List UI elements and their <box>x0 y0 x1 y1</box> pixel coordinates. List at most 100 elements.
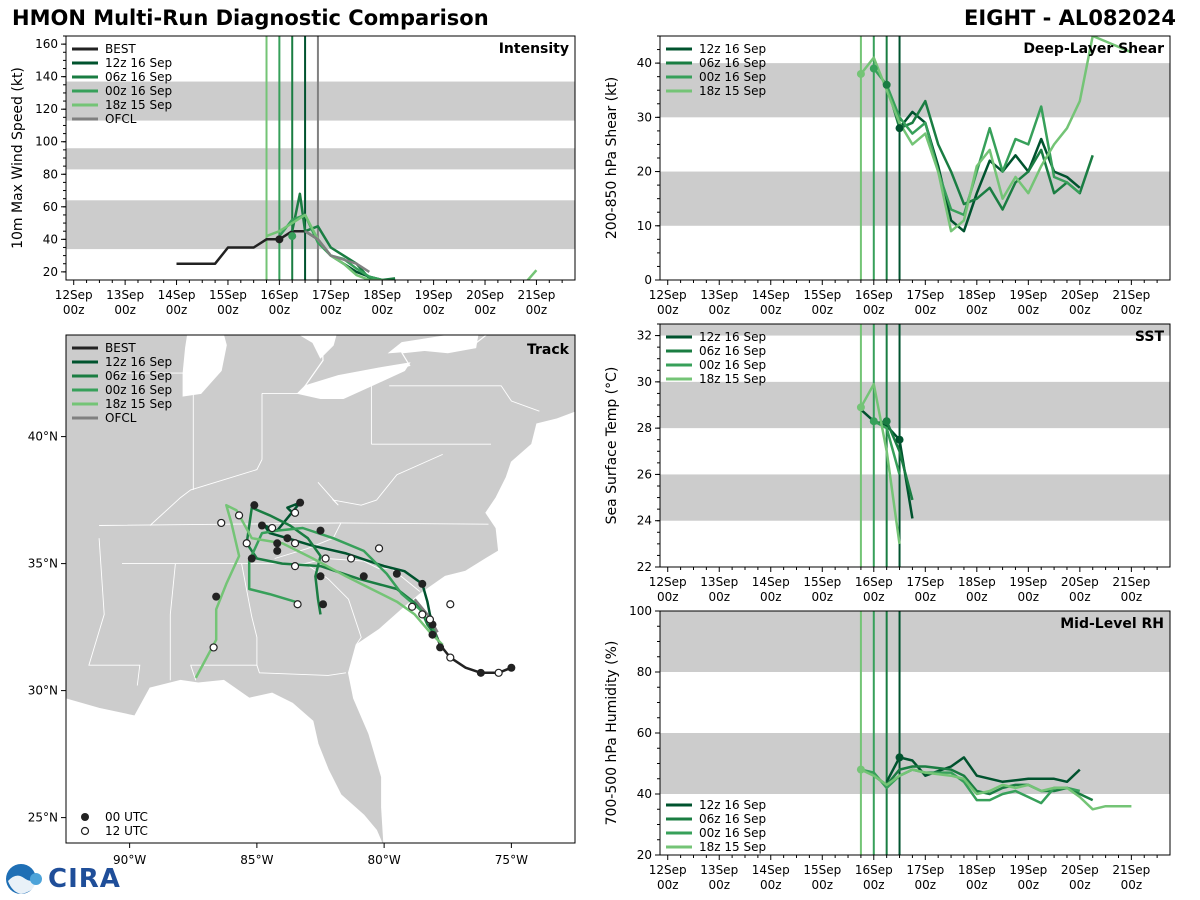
intensity-xtick-day-label: 12Sep <box>55 288 93 302</box>
track-point-12utc <box>217 518 226 528</box>
track-point-12utc <box>346 554 356 563</box>
shear-marker-3 <box>895 124 904 133</box>
track-point-00utc <box>436 643 445 652</box>
sst-xtick-day-label: 17Sep <box>906 575 944 589</box>
rh-marker-0 <box>856 765 865 774</box>
rh-xtick-hour-label: 00z <box>1069 878 1091 892</box>
shear-xtick-day-label: 13Sep <box>700 288 738 302</box>
intensity-marker-1 <box>288 232 297 241</box>
intensity-xtick-hour-label: 00z <box>114 303 136 317</box>
rh-ytick-label: 40 <box>637 787 652 801</box>
state-border-17 <box>114 372 194 394</box>
rh-xtick-day-label: 16Sep <box>855 863 893 877</box>
sst-xtick-hour-label: 00z <box>966 590 988 604</box>
rh-chart: 2040608010012Sep00z13Sep00z14Sep00z15Sep… <box>604 604 1171 892</box>
shear-xtick-day-label: 16Sep <box>855 288 893 302</box>
shear-xtick-day-label: 21Sep <box>1112 288 1150 302</box>
track-point-12utc <box>425 615 435 624</box>
rh-series-18z-15-Sep <box>860 768 1132 811</box>
intensity-xtick-day-label: 21Sep <box>517 288 555 302</box>
track-chart: 90°W 85°W 80°W 75°W 25°N 30°N 35°N 40°N Track BES… <box>28 334 576 867</box>
rh-xtick-day-label: 12Sep <box>649 863 687 877</box>
intensity-legend-label: 18z 15 Sep <box>105 98 172 112</box>
sst-xtick-day-label: 14Sep <box>752 575 790 589</box>
canada-border <box>303 335 488 387</box>
track-xtick-label: 75°W <box>495 853 528 867</box>
shear-xtick-day-label: 20Sep <box>1061 288 1099 302</box>
intensity-series-OFCL <box>304 230 370 273</box>
rh-legend-label: 00z 16 Sep <box>699 826 766 840</box>
rh-series-12z-16-Sep <box>885 756 1081 784</box>
track-point-00utc <box>507 663 516 672</box>
intensity-ytick-label: 40 <box>43 232 58 246</box>
track-ytick-label: 35°N <box>28 557 58 571</box>
rh-xtick-day-label: 14Sep <box>752 863 790 877</box>
intensity-marker-0 <box>275 235 284 244</box>
track-plot-area <box>66 335 575 843</box>
rh-xtick-hour-label: 00z <box>708 878 730 892</box>
shear-xtick-hour-label: 00z <box>657 303 679 317</box>
shear-ytick-label: 40 <box>637 56 652 70</box>
shear-ytick-label: 30 <box>637 110 652 124</box>
state-border-8 <box>149 459 263 526</box>
sst-xtick-hour-label: 00z <box>657 590 679 604</box>
rh-legend-label: 12z 16 Sep <box>699 798 766 812</box>
shear-xtick-hour-label: 00z <box>915 303 937 317</box>
intensity-panel-title: Intensity <box>499 41 569 57</box>
intensity-xtick-day-label: 19Sep <box>415 288 453 302</box>
sst-xtick-day-label: 18Sep <box>958 575 996 589</box>
sst-legend-label: 12z 16 Sep <box>699 330 766 344</box>
track-legend-label: 00z 16 Sep <box>105 383 172 397</box>
intensity-xtick-hour-label: 00z <box>526 303 548 317</box>
rh-xtick-day-label: 17Sep <box>906 863 944 877</box>
shear-xtick-day-label: 17Sep <box>906 288 944 302</box>
cira-logo-text: CIRA <box>48 864 121 894</box>
sst-ytick-label: 24 <box>637 514 652 528</box>
track-point-12utc <box>418 610 427 619</box>
rh-xtick-hour-label: 00z <box>863 878 885 892</box>
shear-xtick-day-label: 12Sep <box>649 288 687 302</box>
rh-xtick-day-label: 18Sep <box>958 863 996 877</box>
shear-xtick-hour-label: 00z <box>966 303 988 317</box>
track-legend-label: 06z 16 Sep <box>105 369 172 383</box>
sst-ylabel: Sea Surface Temp (°C) <box>604 367 620 525</box>
intensity-ylabel: 10m Max Wind Speed (kt) <box>10 67 26 249</box>
track-legend-label: 18z 15 Sep <box>105 397 172 411</box>
track-legend-label: OFCL <box>105 411 137 425</box>
intensity-xtick-day-label: 18Sep <box>363 288 401 302</box>
rh-panel-title: Mid-Level RH <box>1060 616 1164 632</box>
track-ytick-label: 25°N <box>28 811 58 825</box>
track-point-12utc <box>290 539 300 548</box>
shear-marker-0 <box>856 69 865 78</box>
rh-xtick-day-label: 15Sep <box>803 863 841 877</box>
rh-ylabel: 700-500 hPa Humidity (%) <box>604 641 620 826</box>
shear-marker-2 <box>882 80 891 89</box>
rh-xtick-hour-label: 00z <box>1121 878 1143 892</box>
intensity-legend-label: OFCL <box>105 112 137 126</box>
shear-xtick-day-label: 18Sep <box>958 288 996 302</box>
sst-ytick-label: 22 <box>637 560 652 574</box>
intensity-xtick-hour-label: 00z <box>269 303 291 317</box>
intensity-xtick-day-label: 13Sep <box>106 288 144 302</box>
sst-ytick-label: 32 <box>637 329 652 343</box>
intensity-xtick-hour-label: 00z <box>166 303 188 317</box>
shear-series-18z-15-Sep <box>859 36 1132 233</box>
track-frame <box>65 334 576 844</box>
sst-xtick-hour-label: 00z <box>863 590 885 604</box>
shear-plot-area <box>660 36 1170 280</box>
sst-legend-label: 00z 16 Sep <box>699 358 766 372</box>
sst-band-2 <box>660 324 1170 336</box>
intensity-xtick-hour-label: 00z <box>217 303 239 317</box>
rh-xtick-day-label: 19Sep <box>1009 863 1047 877</box>
shear-ylabel: 200-850 hPa Shear (kt) <box>604 77 620 239</box>
sst-marker-1 <box>869 417 878 426</box>
track-point-00utc <box>247 554 256 563</box>
track-point-12utc <box>293 600 302 609</box>
track-xtick-label: 85°W <box>240 853 273 867</box>
shear-chart: 01020304012Sep00z13Sep00z14Sep00z15Sep00… <box>604 35 1171 317</box>
sst-xtick-hour-label: 00z <box>1069 590 1091 604</box>
legend-00utc-label: 00 UTC <box>105 810 148 824</box>
atlantic-ocean-water <box>347 411 575 843</box>
track-point-00utc <box>212 592 221 601</box>
sst-legend-label: 18z 15 Sep <box>699 372 766 386</box>
